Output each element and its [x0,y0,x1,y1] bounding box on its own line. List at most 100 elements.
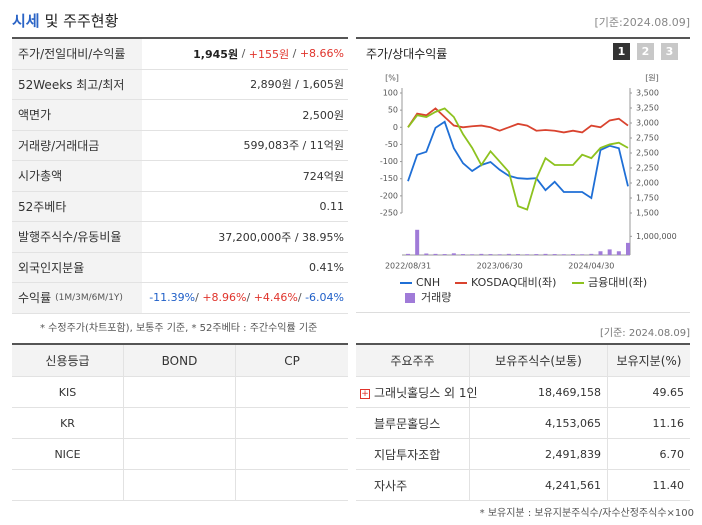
label: 52주베타 [18,199,67,214]
tab[interactable]: 2 [637,43,654,60]
table-cell [12,470,124,501]
row-value: -11.39% / +8.96% / +4.46% / -6.04% [142,283,348,314]
label: 52Weeks 최고/최저 [18,77,125,92]
table-border [356,37,690,39]
table-cell [236,470,348,501]
tab[interactable]: 3 [661,43,678,60]
value: 599,083주 / 11억원 [243,139,344,153]
table-cell: 49.65 [608,377,690,408]
title-highlight: 시세 [12,12,40,30]
volume-bar [479,253,484,255]
value: 37,200,000주 / 38.95% [218,230,344,244]
date: [기준:2024.08.09] [594,16,690,29]
volume-bar [470,254,475,255]
value: 1,945원 [193,47,239,61]
volume-bar [442,254,447,255]
volume-bar [552,254,557,255]
value: +8.96% [202,291,247,305]
value: / [297,291,306,305]
row-value: 724억원 [142,161,348,192]
series-line [407,120,629,200]
volume-bar [571,254,575,255]
value: / [246,291,254,305]
header-cell: CP [236,345,348,377]
table-cell: 11.16 [608,408,690,439]
table-cell [124,408,236,439]
panel-title: 주가/상대수익률 [366,47,448,61]
row-value: 0.11 [142,192,348,222]
table-cell: 4,241,561 [470,470,608,501]
row-value: 0.41% [142,253,348,283]
label: 시가총액 [18,169,63,184]
label: 발행주식수/유동비율 [18,230,122,245]
volume-bar [461,254,465,255]
y-tick-label: -150 [380,174,398,183]
row-label: 액면가 [12,100,142,131]
tab[interactable]: 1 [613,43,630,60]
footnote: * 수정주가(차트포함), 보통주 기준, * 52주베타 : 주간수익률 기준 [40,323,318,334]
table-border [12,343,348,345]
volume-bar [616,251,621,255]
table-cell: KR [12,408,124,439]
legend-label: 거래량 [421,291,451,304]
panel-border [356,312,690,313]
volume-bar [451,253,456,255]
value: +155원 [248,47,290,61]
row-value: 2,500원 [142,100,348,131]
date2: [기준: 2024.08.09] [599,328,690,339]
legend-label: CNH [416,276,440,289]
table-cell: 18,469,158 [470,377,608,408]
legend-label: KOSDAQ대비(좌) [471,276,556,289]
volume-bar [543,253,548,255]
y2-tick-label: 1,500 [636,209,659,218]
row-value: 1,945원 / +155원 / +8.66% [142,39,348,70]
y-tick-label: -250 [380,209,398,218]
series-line [407,107,629,211]
x-tick-label: 2023/06/30 [477,262,523,271]
label: 거래량/거래대금 [18,138,100,153]
table-cell [124,439,236,470]
x-tick-label: 2024/04/30 [568,262,614,271]
y2-axis-label: [원] [645,74,659,83]
volume-bar [415,229,420,255]
value: 724억원 [302,169,344,183]
volume-bar [626,242,630,255]
label: 액면가 [18,108,52,123]
row-label: 52주베타 [12,191,142,222]
value: / [238,47,249,61]
table-cell: 4,153,065 [470,408,608,439]
y2-tick-label: 2,000 [636,179,659,188]
table-cell: 그래닛홀딩스 외 1인 [356,377,478,408]
y2-tick-label: 3,500 [636,89,659,98]
y-tick-label: -50 [385,140,398,149]
volume-bar [497,254,502,255]
volume-bar [488,254,493,255]
y-tick-label: 100 [383,89,398,98]
table-cell [236,439,348,470]
volume-bar [516,254,520,255]
x-tick-label: 2022/08/31 [385,262,431,271]
row-value: 599,083주 / 11억원 [142,131,348,161]
row-label: 주가/전일대비/수익률 [12,39,142,70]
value: +8.66% [299,47,344,61]
y-tick-label: -100 [380,157,398,166]
expand-icon[interactable]: + [360,389,370,399]
series-line [407,107,629,134]
y2-tick-label: 2,750 [636,134,659,143]
table-cell: 블루문홀딩스 [356,408,470,439]
table-cell [236,408,348,439]
value: / [289,47,300,61]
value: 0.11 [319,199,345,213]
header-cell: BOND [124,345,236,377]
volume-bar [506,253,511,255]
sublabel: (1M/3M/6M/1Y) [55,292,123,303]
table-cell: 지담투자조합 [356,439,470,470]
value: 0.41% [309,260,344,274]
volume-bar [534,254,539,255]
row-label: 수익률 (1M/3M/6M/1Y) [12,283,142,314]
legend-label: 금융대비(좌) [588,276,647,289]
holders-note: * 보유지분 : 보유지분주식수/자수산정주식수×100 [479,508,694,519]
value: 2,500원 [302,108,344,122]
